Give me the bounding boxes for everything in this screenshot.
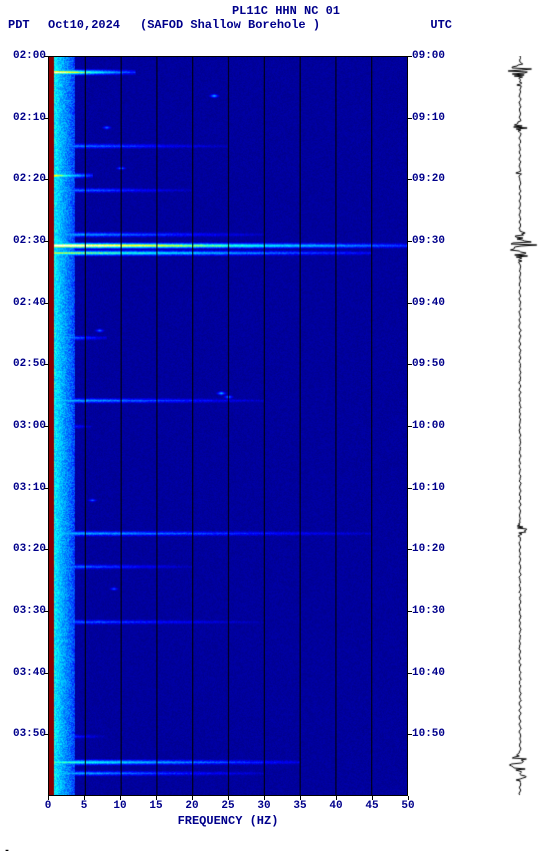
ytick-right: 10:00 [412,420,445,432]
xtick-label: 15 [149,800,162,812]
ytick-left: 03:40 [6,667,46,679]
ytick-left: 03:10 [6,482,46,494]
ytick-right: 09:30 [412,235,445,247]
xtick-label: 25 [221,800,234,812]
left-tz-label: PDT [8,18,30,32]
x-axis-label: FREQUENCY (HZ) [0,814,456,828]
xtick-label: 5 [81,800,88,812]
station-label: (SAFOD Shallow Borehole ) [140,18,320,32]
footnote: - [4,846,10,857]
ytick-right: 10:10 [412,482,445,494]
spectrogram-canvas [49,57,407,795]
xtick-label: 35 [293,800,306,812]
ytick-left: 02:20 [6,173,46,185]
ytick-right: 09:50 [412,358,445,370]
xtick-label: 40 [329,800,342,812]
date-label: Oct10,2024 [48,18,120,32]
ytick-right: 09:10 [412,112,445,124]
xtick-label: 30 [257,800,270,812]
ytick-left: 02:30 [6,235,46,247]
ytick-right: 09:00 [412,50,445,62]
ytick-left: 02:10 [6,112,46,124]
xtick-label: 0 [45,800,52,812]
ytick-left: 03:30 [6,605,46,617]
waveform-panel [500,56,540,796]
ytick-right: 10:30 [412,605,445,617]
ytick-left: 03:20 [6,543,46,555]
ytick-left: 02:40 [6,297,46,309]
ytick-right: 09:40 [412,297,445,309]
ytick-left: 02:50 [6,358,46,370]
ytick-right: 10:20 [412,543,445,555]
ytick-left: 03:50 [6,728,46,740]
ytick-right: 10:40 [412,667,445,679]
spectrogram-plot [48,56,408,796]
ytick-left: 03:00 [6,420,46,432]
ytick-right: 09:20 [412,173,445,185]
xtick-label: 50 [401,800,414,812]
chart-title: PL11C HHN NC 01 [20,4,552,18]
ytick-right: 10:50 [412,728,445,740]
chart-header: PL11C HHN NC 01 PDT Oct10,2024 (SAFOD Sh… [0,4,552,32]
xtick-label: 20 [185,800,198,812]
ytick-left: 02:00 [6,50,46,62]
xtick-label: 45 [365,800,378,812]
xtick-label: 10 [113,800,126,812]
waveform-canvas [500,56,540,796]
right-tz-label: UTC [430,18,452,32]
